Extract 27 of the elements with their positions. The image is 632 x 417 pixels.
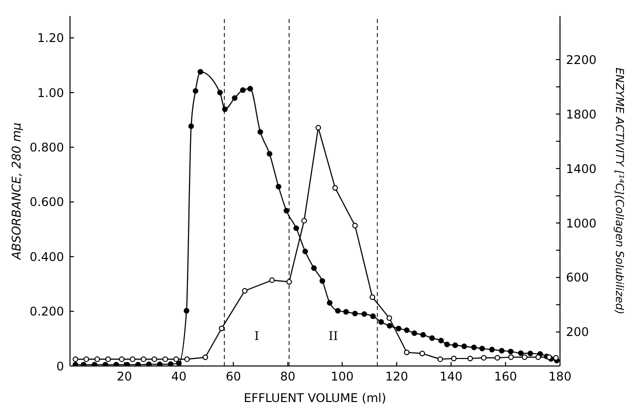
x-tick-label: 160 [494,370,518,384]
y-tick-label: 1.20 [37,31,64,46]
x-tick-label: 80 [280,370,296,384]
x-tick-label: 180 [548,370,572,384]
y2-tick-label: 600 [566,270,589,285]
x-tick-label: 140 [440,370,463,384]
y-tick-label: 1.00 [37,86,64,100]
x-axis-title: EFFLUENT VOLUME (ml) [244,391,386,405]
y2-tick-label: 2200 [566,52,597,67]
x-tick-label: 100 [330,370,354,384]
x-tick-label: 40 [171,370,187,384]
x-tick-label: 20 [116,370,132,384]
y-axis-title: ABSORBANCE, 280 mμ [9,122,24,260]
y-tick-label: 0.200 [30,304,64,319]
y-tick-label: 0 [56,359,64,374]
annotation: II [328,329,338,343]
y-tick-label: 0.600 [30,195,64,210]
y2-tick-label: 1400 [566,162,597,176]
annotation: I [254,329,260,343]
y-tick-label: 0.400 [30,250,64,264]
y2-tick-label: 1000 [566,216,597,230]
x-tick-label: 120 [385,370,408,384]
y2-tick-label: 200 [566,325,589,340]
y2-tick-label: 1800 [566,107,597,122]
y2-axis-title: ENZYME ACTIVITY [¹⁴C](Collagen Solubilized) [613,68,626,314]
y-tick-label: 0.800 [30,140,64,155]
x-tick-label: 60 [226,370,241,384]
